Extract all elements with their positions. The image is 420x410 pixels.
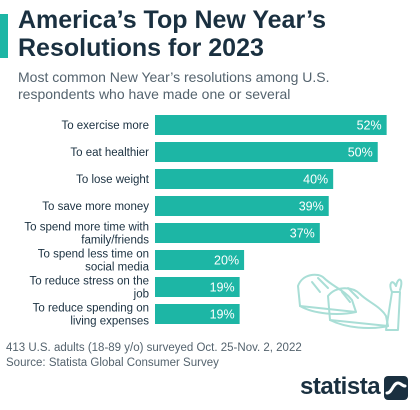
bar-7 (155, 304, 240, 324)
bar-chart: 52% To exercise more 50% To eat healthier 40… (24, 115, 387, 328)
statista-logo: statista (300, 373, 381, 400)
value-label-0: 52% (357, 119, 382, 133)
category-label-1: To eat healthier (70, 147, 149, 159)
survey-note: 413 U.S. adults (18-89 y/o) surveyed Oct… (6, 342, 302, 354)
bar-0 (155, 115, 387, 135)
chart-subtitle: Most common New Year’s resolutions among… (18, 69, 330, 102)
source-note: Source: Statista Global Consumer Survey (6, 357, 219, 369)
bar-4 (155, 223, 320, 243)
category-label-2: To lose weight (76, 174, 150, 186)
chart-title: America’s Top New Year’s Resolutions for… (18, 6, 327, 62)
bar-3 (155, 196, 329, 216)
category-label-3: To save more money (42, 201, 149, 213)
value-label-7: 19% (210, 308, 235, 322)
sneakers-and-carrot-icon (297, 273, 403, 331)
value-label-3: 39% (299, 200, 324, 214)
category-label-7: To reduce spending on living expenses (33, 303, 150, 328)
value-label-4: 37% (290, 227, 315, 241)
category-label-0: To exercise more (61, 120, 149, 132)
value-label-1: 50% (348, 146, 373, 160)
value-label-2: 40% (303, 173, 328, 187)
bar-6 (155, 277, 240, 297)
value-label-5: 20% (214, 254, 239, 268)
bar-1 (155, 142, 378, 162)
bar-2 (155, 169, 334, 189)
category-label-5: To spend less time on social media (38, 249, 150, 274)
category-label-4: To spend more time with family/friends (24, 222, 149, 247)
title-accent-bar (0, 14, 8, 58)
bar-5 (155, 250, 245, 270)
category-label-6: To reduce stress on the job (29, 276, 149, 301)
statista-wave-icon (384, 376, 408, 400)
value-label-6: 19% (210, 281, 235, 295)
